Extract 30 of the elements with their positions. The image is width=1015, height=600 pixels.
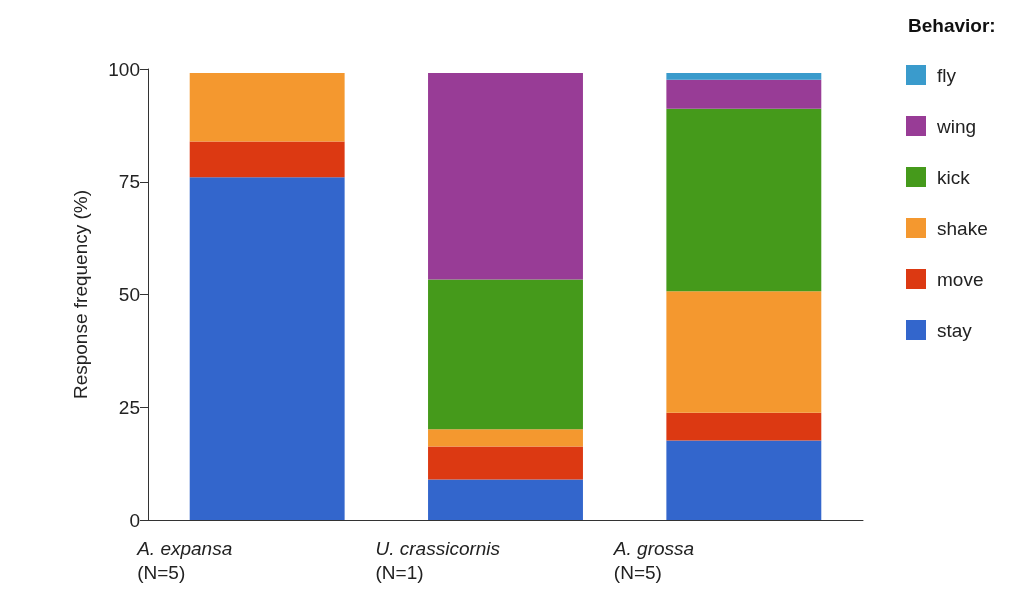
y-tick-label: 0: [129, 509, 140, 531]
y-tick-label: 50: [118, 284, 140, 305]
y-tick-label: 75: [118, 171, 140, 193]
y-tick-label: 25: [118, 396, 140, 418]
bar: [428, 73, 583, 280]
legend-label: stay: [937, 319, 973, 341]
bar: [666, 108, 822, 292]
legend-label: move: [937, 268, 984, 290]
bar: [189, 177, 345, 520]
legend-title: Behavior:: [908, 15, 996, 36]
bar: [189, 141, 345, 178]
legend-label: kick: [937, 166, 971, 188]
legend-label: fly: [937, 64, 957, 86]
x-tick-label: A. grossa (N=5): [612, 537, 695, 583]
bar: [428, 446, 583, 480]
x-tick-label: A. expansa (N=5): [136, 537, 233, 583]
bar: [428, 279, 583, 430]
bar: [666, 73, 822, 80]
y-tick-label: 100: [108, 58, 140, 80]
bar: [666, 291, 822, 413]
bar: [428, 479, 583, 520]
y-axis-title: Response frequency (%): [70, 189, 91, 400]
x-tick-label: U. crassicornis (N=1): [375, 537, 501, 583]
bar: [189, 73, 345, 142]
bar: [428, 429, 583, 447]
legend-label: wing: [936, 115, 977, 137]
legend-label: shake: [937, 217, 988, 239]
bar: [666, 440, 822, 520]
bar: [666, 79, 822, 109]
bar: [666, 412, 822, 441]
